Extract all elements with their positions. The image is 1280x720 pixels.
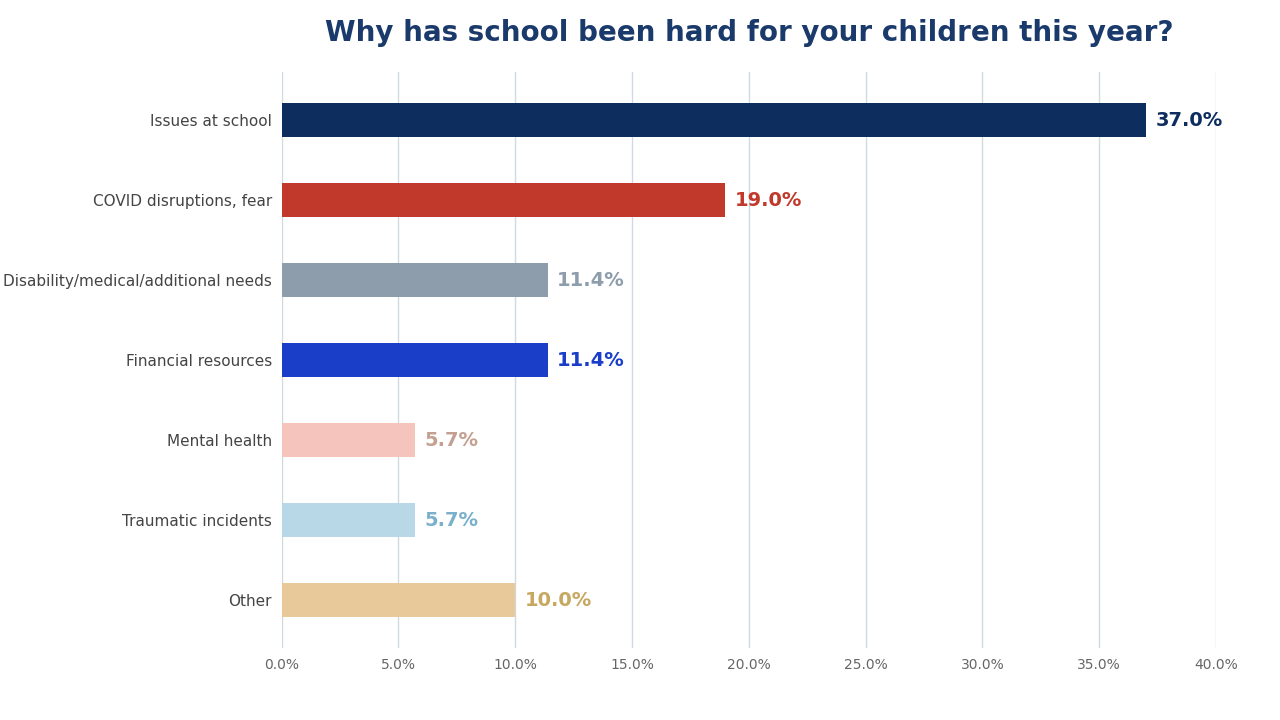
Text: 11.4%: 11.4% bbox=[557, 271, 625, 289]
Title: Why has school been hard for your children this year?: Why has school been hard for your childr… bbox=[325, 19, 1172, 48]
Text: 19.0%: 19.0% bbox=[735, 191, 803, 210]
Text: 10.0%: 10.0% bbox=[525, 590, 591, 610]
Bar bbox=[282, 103, 1146, 137]
Bar bbox=[282, 264, 548, 297]
Bar bbox=[282, 343, 548, 377]
Text: 5.7%: 5.7% bbox=[424, 510, 479, 529]
Text: 11.4%: 11.4% bbox=[557, 351, 625, 369]
Text: 5.7%: 5.7% bbox=[424, 431, 479, 449]
Bar bbox=[282, 583, 516, 617]
Bar bbox=[282, 183, 726, 217]
Bar bbox=[282, 423, 415, 456]
Text: 37.0%: 37.0% bbox=[1156, 110, 1222, 130]
Bar bbox=[282, 503, 415, 537]
